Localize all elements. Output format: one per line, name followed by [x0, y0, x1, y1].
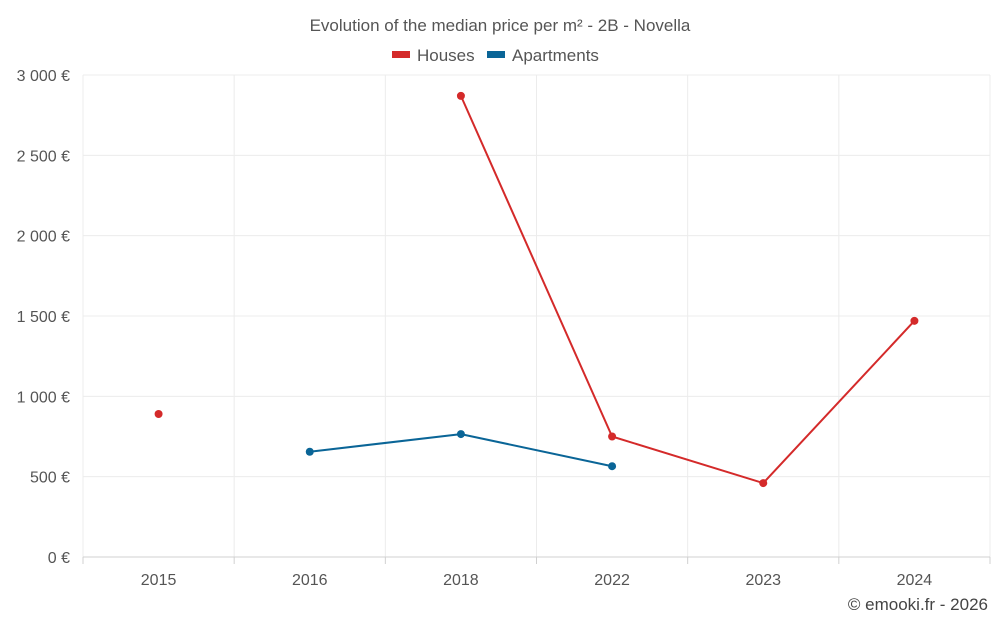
legend-label-houses: Houses [417, 46, 475, 65]
legend-swatch-houses [392, 51, 410, 58]
series [154, 91, 919, 488]
legend-item-apartments[interactable]: Apartments [487, 46, 599, 65]
y-tick-label: 500 € [30, 470, 70, 487]
series-line-houses [459, 94, 916, 485]
x-tick-label: 2024 [897, 572, 933, 589]
data-point-apartments[interactable] [305, 447, 314, 456]
legend: Houses Apartments [392, 46, 599, 65]
data-point-apartments[interactable] [608, 462, 617, 471]
series-houses [154, 91, 919, 488]
credit-text: © emooki.fr - 2026 [848, 595, 988, 614]
data-point-houses[interactable] [910, 316, 919, 325]
x-tick-label: 2016 [292, 572, 328, 589]
data-point-apartments[interactable] [456, 430, 465, 439]
y-tick-label: 1 000 € [17, 389, 70, 406]
x-tick-label: 2022 [594, 572, 630, 589]
series-line-apartments [308, 433, 614, 468]
data-point-houses[interactable] [456, 91, 465, 100]
legend-label-apartments: Apartments [512, 46, 599, 65]
axes: 0 € 500 € 1 000 € 1 500 € 2 000 € 2 500 € 3 00… [17, 68, 991, 589]
grid [82, 74, 991, 557]
chart-title: Evolution of the median price per m² - 2… [310, 16, 691, 35]
y-tick-label: 3 000 € [17, 68, 70, 85]
x-tick-label: 2018 [443, 572, 479, 589]
data-point-houses[interactable] [154, 410, 163, 419]
y-tick-label: 0 € [48, 550, 70, 567]
y-tick-label: 2 500 € [17, 148, 70, 165]
legend-swatch-apartments [487, 51, 505, 58]
legend-item-houses[interactable]: Houses [392, 46, 475, 65]
y-tick-label: 1 500 € [17, 309, 70, 326]
data-point-houses[interactable] [608, 432, 617, 441]
x-tick-label: 2023 [745, 572, 781, 589]
x-tick-label: 2015 [141, 572, 177, 589]
data-point-houses[interactable] [759, 479, 768, 488]
y-tick-label: 2 000 € [17, 229, 70, 246]
series-apartments [305, 430, 617, 471]
